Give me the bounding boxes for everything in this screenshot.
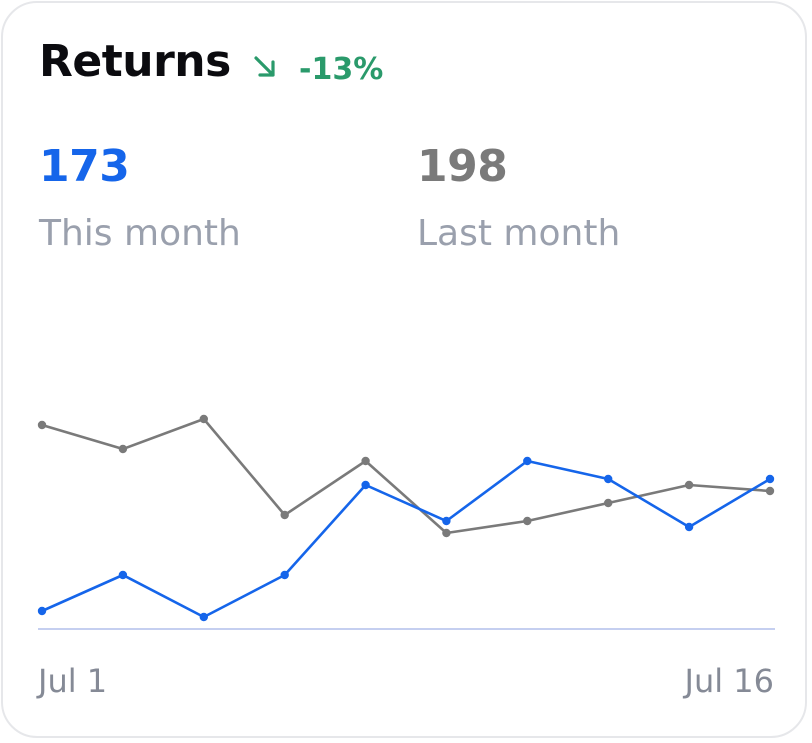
series-layer bbox=[37, 414, 775, 622]
series-0-point-8[interactable] bbox=[684, 480, 694, 490]
series-1-point-2[interactable] bbox=[199, 612, 208, 622]
series-1-point-4[interactable] bbox=[361, 480, 370, 490]
series-0-point-7[interactable] bbox=[604, 498, 613, 508]
series-1-point-9[interactable] bbox=[765, 474, 775, 484]
x-tick-label-start: Jul 1 bbox=[36, 662, 107, 700]
series-1-point-8[interactable] bbox=[684, 522, 694, 532]
series-0-point-4[interactable] bbox=[361, 456, 370, 466]
series-0-point-5[interactable] bbox=[442, 528, 451, 538]
trend-percentage: -13% bbox=[299, 52, 384, 87]
last-month-value: 198 bbox=[417, 141, 508, 192]
this-month-label: This month bbox=[39, 213, 241, 254]
series-1-point-0[interactable] bbox=[37, 606, 47, 616]
card-title: Returns bbox=[39, 36, 231, 87]
series-0-point-9[interactable] bbox=[765, 486, 775, 496]
this-month-value: 173 bbox=[39, 141, 130, 192]
series-0-point-1[interactable] bbox=[118, 444, 128, 454]
series-0-point-2[interactable] bbox=[199, 414, 208, 424]
series-0-point-3[interactable] bbox=[280, 510, 289, 520]
series-line-1 bbox=[41, 459, 771, 619]
series-1-point-7[interactable] bbox=[604, 474, 613, 484]
last-month-label: Last month bbox=[417, 213, 621, 254]
arrow-down-right-icon bbox=[254, 56, 275, 77]
series-0-point-0[interactable] bbox=[37, 420, 47, 430]
series-1-point-6[interactable] bbox=[523, 456, 532, 466]
series-line-0 bbox=[41, 417, 771, 535]
x-tick-label-end: Jul 16 bbox=[683, 662, 775, 700]
series-1-point-5[interactable] bbox=[442, 516, 451, 526]
series-1-point-1[interactable] bbox=[118, 570, 128, 580]
series-0-point-6[interactable] bbox=[523, 516, 532, 526]
series-1-point-3[interactable] bbox=[280, 570, 289, 580]
